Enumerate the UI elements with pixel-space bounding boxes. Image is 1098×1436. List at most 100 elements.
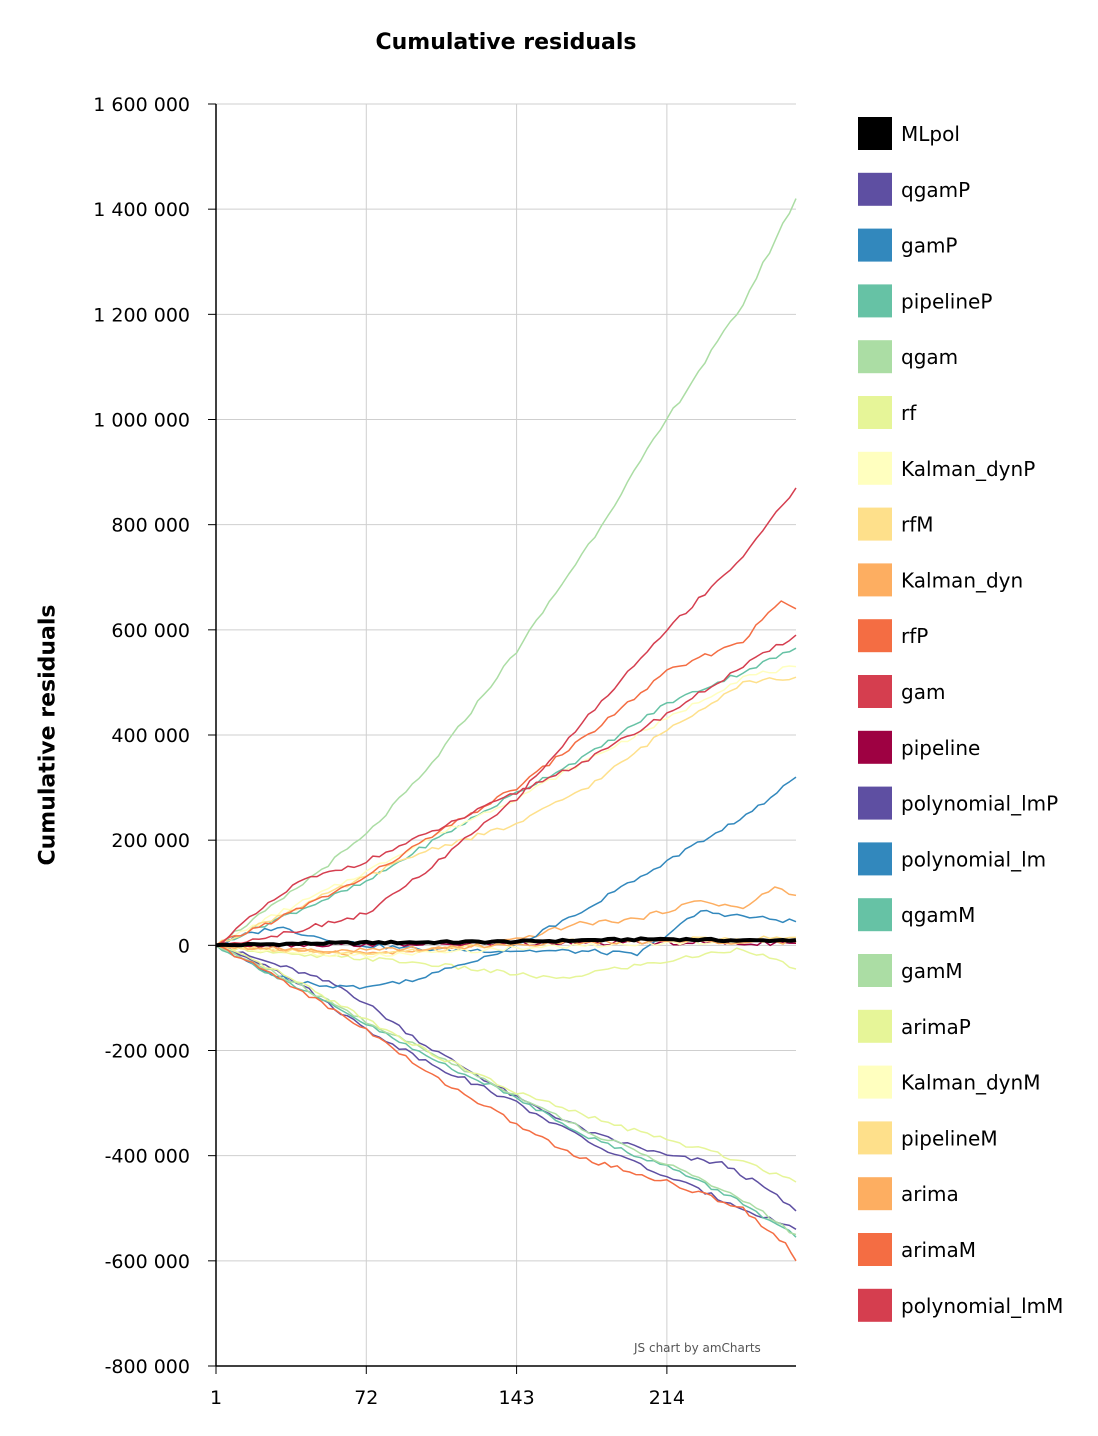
legend-swatch	[858, 1288, 892, 1322]
legend-item-rfP[interactable]: rfP	[858, 619, 928, 653]
series-line-gamM	[215, 944, 797, 1236]
legend-item-polynomial_lmP[interactable]: polynomial_lmP	[858, 786, 1058, 820]
legend-item-arimaM[interactable]: arimaM	[858, 1233, 976, 1266]
legend-item-rf[interactable]: rf	[858, 396, 917, 429]
x-tick-label: 214	[649, 1387, 685, 1409]
legend-item-polynomial_lmM[interactable]: polynomial_lmM	[858, 1288, 1063, 1322]
series-line-polynomial_lm	[215, 776, 797, 990]
legend-label: arima	[901, 1182, 959, 1206]
series-line-Kalman_dynP	[215, 665, 797, 947]
x-tick-label: 1	[210, 1387, 222, 1409]
legend-swatch	[858, 675, 892, 708]
series-line-Kalman_dynM	[215, 937, 797, 958]
legend-label: polynomial_lmP	[901, 792, 1058, 816]
legend-label: qgamP	[901, 178, 970, 202]
legend-swatch	[858, 507, 892, 541]
legend-item-gamP[interactable]: gamP	[858, 228, 958, 262]
legend-swatch	[858, 228, 892, 262]
legend-label: polynomial_lm	[901, 847, 1046, 871]
legend-item-MLpol[interactable]: MLpol	[858, 117, 960, 150]
series-line-gam	[215, 634, 797, 946]
legend-item-polynomial_lm[interactable]: polynomial_lm	[858, 842, 1046, 876]
legend-item-gamM[interactable]: gamM	[858, 954, 963, 987]
legend-item-qgamM[interactable]: qgamM	[858, 898, 975, 932]
x-tick-label: 72	[354, 1387, 378, 1409]
y-tick-label: 800 000	[111, 515, 190, 537]
legend-item-arimaP[interactable]: arimaP	[858, 1009, 971, 1043]
legend-label: Kalman_dyn	[901, 568, 1023, 592]
legend-swatch	[858, 451, 892, 485]
legend-item-arima[interactable]: arima	[858, 1177, 959, 1211]
y-tick-label: -600 000	[105, 1251, 190, 1273]
chart-credit[interactable]: JS chart by amCharts	[634, 1341, 761, 1355]
y-tick-label: -800 000	[105, 1356, 190, 1378]
legend-label: arimaM	[901, 1238, 976, 1262]
legend-label: pipelineP	[901, 289, 992, 313]
series-line-rf	[215, 943, 797, 980]
legend-label: MLpol	[901, 122, 960, 146]
x-tick-label: 143	[498, 1387, 534, 1409]
legend-item-Kalman_dynP[interactable]: Kalman_dynP	[858, 451, 1035, 485]
legend-item-pipeline[interactable]: pipeline	[858, 730, 980, 764]
series-line-polynomial_lmM	[215, 487, 797, 946]
series-line-polynomial_lmP	[215, 944, 797, 1230]
y-tick-label: -400 000	[105, 1146, 190, 1168]
legend-label: polynomial_lmM	[901, 1294, 1063, 1318]
legend-swatch	[858, 619, 892, 653]
legend-label: Kalman_dynP	[901, 457, 1035, 481]
legend-item-pipelineM[interactable]: pipelineM	[858, 1121, 998, 1155]
legend-item-Kalman_dyn[interactable]: Kalman_dyn	[858, 563, 1023, 597]
legend-layer: MLpol qgamP gamP pipelineP qgam rf Kalman_dynP…	[858, 117, 1063, 1322]
y-tick-label: 1 200 000	[93, 304, 190, 326]
series-line-qgam	[215, 198, 797, 946]
y-tick-label: 1 600 000	[93, 94, 190, 116]
legend-label: qgamM	[901, 903, 975, 927]
y-tick-label: 400 000	[111, 725, 190, 747]
series-line-rfP	[215, 600, 797, 946]
axis-layer: 1 600 000 1 400 000 1 200 000 1 000 000 800 …	[93, 94, 796, 1409]
legend-item-qgamP[interactable]: qgamP	[858, 172, 970, 206]
legend-swatch	[858, 284, 892, 318]
legend-swatch	[858, 563, 892, 597]
legend-swatch	[858, 898, 892, 932]
legend-item-gam[interactable]: gam	[858, 675, 945, 708]
legend-swatch	[858, 1177, 892, 1211]
y-tick-label: 0	[178, 935, 190, 957]
legend-swatch	[858, 1065, 892, 1099]
legend-label: rf	[901, 401, 917, 425]
legend-swatch	[858, 340, 892, 374]
series-layer	[215, 198, 797, 1262]
series-line-arimaP	[215, 944, 797, 1183]
legend-item-pipelineP[interactable]: pipelineP	[858, 284, 992, 318]
legend-item-qgam[interactable]: qgam	[858, 340, 958, 374]
y-tick-label: 1 000 000	[93, 410, 190, 432]
legend-label: pipeline	[901, 736, 980, 760]
legend-label: pipelineM	[901, 1126, 998, 1150]
legend-swatch	[858, 786, 892, 820]
series-line-rfM	[215, 676, 797, 946]
legend-label: qgam	[901, 345, 958, 369]
legend-item-Kalman_dynM[interactable]: Kalman_dynM	[858, 1065, 1040, 1099]
legend-swatch	[858, 396, 892, 429]
series-line-arimaM	[215, 944, 797, 1262]
legend-swatch	[858, 1009, 892, 1043]
series-line-MLpol	[215, 936, 797, 948]
legend-swatch	[858, 1233, 892, 1266]
legend-swatch	[858, 730, 892, 764]
legend-label: arimaP	[901, 1015, 971, 1039]
y-tick-label: 600 000	[111, 620, 190, 642]
legend-label: gamP	[901, 234, 958, 258]
grid-layer	[216, 103, 796, 1367]
series-line-gamP	[215, 909, 797, 957]
legend-swatch	[858, 954, 892, 987]
chart-title: Cumulative residuals	[375, 30, 637, 55]
legend-swatch	[858, 172, 892, 206]
legend-label: Kalman_dynM	[901, 1071, 1040, 1095]
legend-label: rfP	[901, 624, 928, 648]
y-tick-label: 1 400 000	[93, 199, 190, 221]
legend-label: gam	[901, 680, 945, 704]
series-line-Kalman_dyn	[215, 886, 797, 956]
legend-swatch	[858, 842, 892, 876]
legend-item-rfM[interactable]: rfM	[858, 507, 934, 541]
